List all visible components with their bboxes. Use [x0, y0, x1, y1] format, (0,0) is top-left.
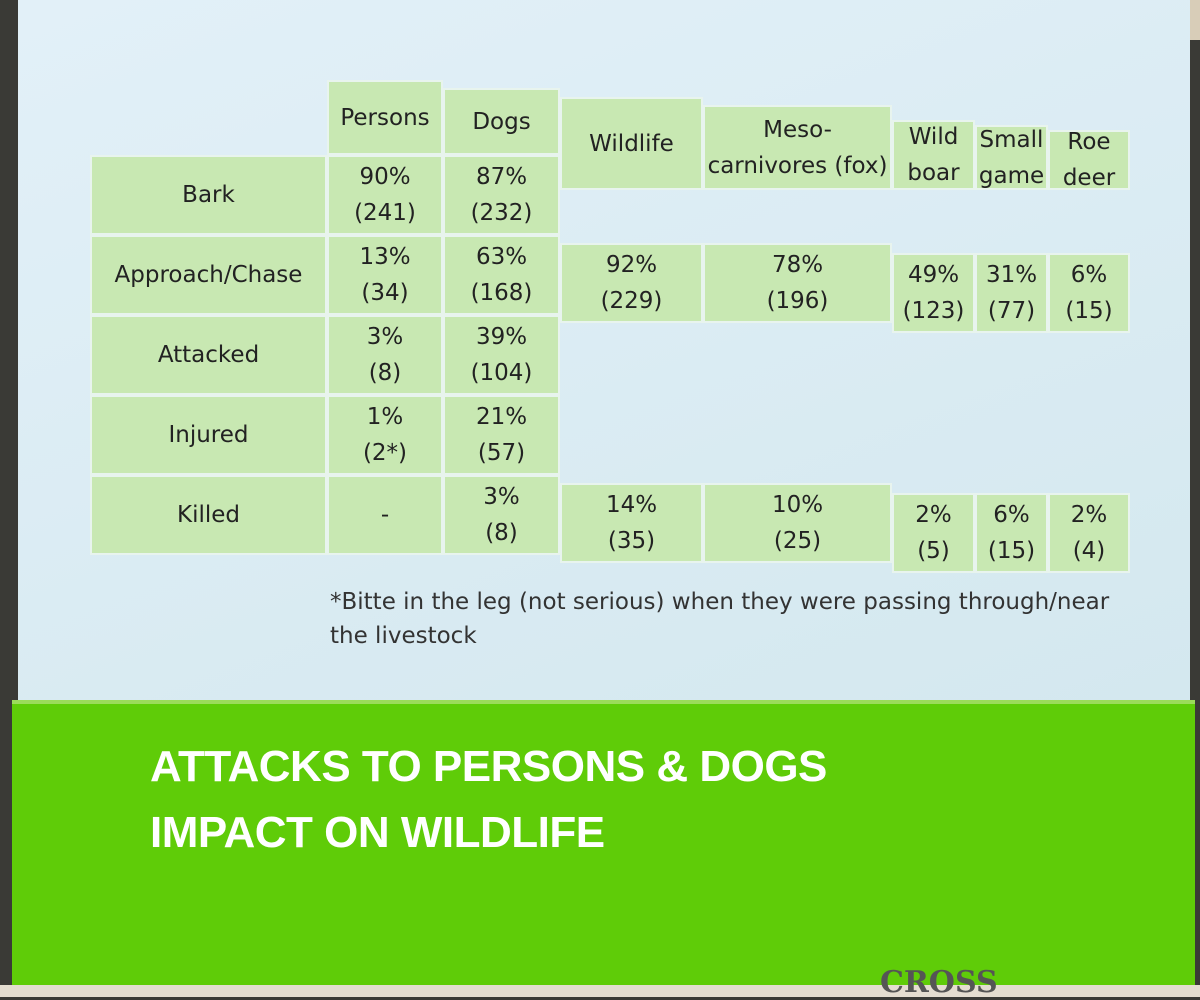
cell-text: (8) [368, 360, 402, 386]
column-header: Meso-carnivores (fox) [703, 105, 892, 190]
cell-text: 31% [985, 262, 1038, 288]
cell-text: 6% [1070, 262, 1108, 288]
column-header: Roe deer [1048, 129, 1130, 191]
cell-text: (232) [470, 200, 533, 226]
cell-text: 13% [359, 244, 411, 270]
cell-text: 1% [366, 404, 404, 430]
header-text: Small [979, 126, 1044, 153]
header-text: Persons [340, 104, 430, 131]
header-text: Meso- [763, 116, 832, 143]
cell-text: (196) [766, 288, 829, 314]
cell-text: - [380, 502, 390, 528]
row-label: Injured [90, 395, 327, 475]
header-text: Wild [908, 124, 959, 150]
row-label: Approach/Chase [90, 235, 327, 315]
cell-text: (5) [917, 538, 950, 564]
cell-text: (15) [987, 538, 1036, 564]
title-line: ATTACKS TO PERSONS & DOGS [150, 742, 827, 791]
table-cell: 78% (196) [703, 243, 892, 323]
footnote: *Bitte in the leg (not serious) when the… [330, 589, 1110, 649]
table-cell: 87% (232) [443, 155, 560, 235]
column-header: Wild boar [892, 120, 975, 190]
cell-text: (229) [600, 288, 663, 314]
row-label: Bark [90, 155, 327, 235]
cell-text: (241) [354, 200, 416, 226]
column-header: Small game [975, 125, 1048, 190]
row-label-text: Killed [176, 502, 240, 528]
row-label-text: Approach/Chase [114, 262, 303, 288]
cell-text: 39% [475, 324, 528, 350]
cell-text: 3% [483, 484, 520, 510]
table-cell: 14% (35) [560, 483, 703, 563]
table-cell: 6% (15) [1048, 253, 1130, 333]
header-text: game [978, 162, 1045, 189]
header-text: Dogs [472, 108, 531, 135]
table-cell: 3% (8) [443, 475, 560, 555]
cell-text: (34) [361, 280, 409, 306]
table-cell: 2% (4) [1048, 493, 1130, 573]
column-header: Wildlife [560, 97, 703, 190]
cell-text: 78% [771, 252, 824, 278]
table-cell: 2% (5) [892, 493, 975, 573]
cell-text: 49% [907, 262, 960, 288]
cell-text: (25) [773, 528, 822, 554]
cell-text: 3% [366, 324, 404, 350]
table-cell: 3% (8) [327, 315, 443, 395]
table-cell: 92% (229) [560, 243, 703, 323]
row-label: Killed [90, 475, 327, 555]
row-label-text: Attacked [157, 342, 260, 368]
table-cell: 49% (123) [892, 253, 975, 333]
cell-text: (15) [1065, 298, 1113, 324]
table-cell: 90% (241) [327, 155, 443, 235]
table-cell: 13% (34) [327, 235, 443, 315]
header-text: boar [907, 160, 960, 186]
cell-text: (8) [485, 520, 518, 546]
column-header: Persons [327, 80, 443, 155]
cell-text: 87% [475, 164, 528, 190]
cell-text: 21% [475, 404, 528, 430]
header-text: Roe [1067, 129, 1111, 155]
cell-text: 6% [993, 502, 1030, 528]
table-cell: 31% (77) [975, 253, 1048, 333]
banner [12, 700, 1195, 994]
cell-text: 2% [915, 502, 952, 528]
cell-text: 14% [605, 492, 658, 518]
table-cell: 21% (57) [443, 395, 560, 475]
table-cell: 1% (2*) [327, 395, 443, 475]
cell-text: 10% [771, 492, 824, 518]
cell-text: (35) [607, 528, 656, 554]
cell-text: 92% [605, 252, 658, 278]
row-label-text: Injured [168, 422, 249, 448]
cell-text: (77) [987, 298, 1036, 324]
cell-text: (2*) [362, 440, 408, 466]
table-cell: - [327, 475, 443, 555]
title-line: IMPACT ON WILDLIFE [150, 808, 605, 857]
cell-text: 90% [359, 164, 411, 190]
table-cell: 6% (15) [975, 493, 1048, 573]
row-label-text: Bark [182, 182, 235, 208]
cell-text: (4) [1072, 538, 1106, 564]
header-text: Wildlife [589, 130, 674, 157]
cell-text: (123) [902, 298, 965, 324]
cell-text: (57) [477, 440, 526, 466]
floor [0, 985, 1200, 997]
table-cell: 39% (104) [443, 315, 560, 395]
column-header: Dogs [443, 88, 560, 155]
table-cell: 10% (25) [703, 483, 892, 563]
cell-text: (104) [470, 360, 533, 386]
header-text: deer [1062, 165, 1116, 191]
header-text: carnivores (fox) [707, 152, 888, 179]
row-label: Attacked [90, 315, 327, 395]
backdrop-text: CROSS [880, 965, 998, 1000]
cell-text: (168) [470, 280, 533, 306]
cell-text: 63% [475, 244, 528, 270]
cell-text: 2% [1070, 502, 1108, 528]
table-cell: 63% (168) [443, 235, 560, 315]
